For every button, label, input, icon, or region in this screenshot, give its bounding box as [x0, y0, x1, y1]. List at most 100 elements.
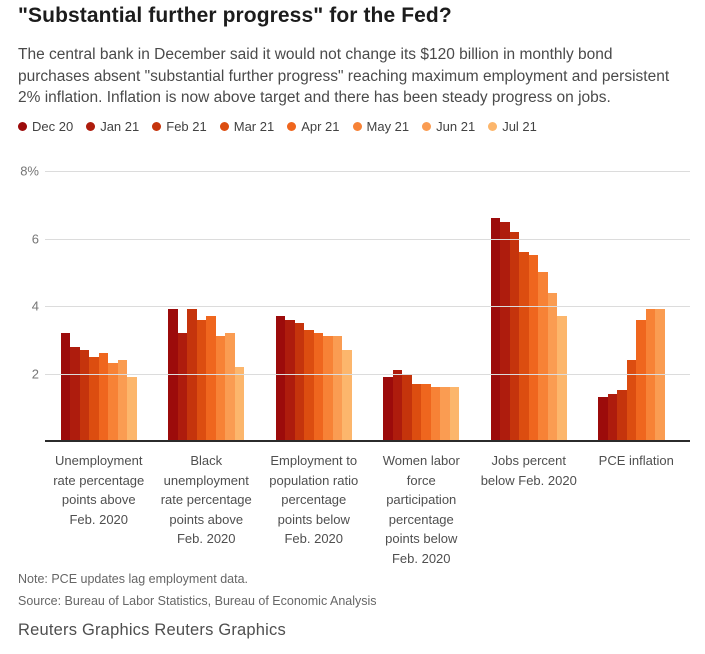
y-axis-tick-label: 6	[31, 231, 39, 246]
y-axis-tick-label: 2	[31, 366, 39, 381]
legend-item-label: Mar 21	[233, 119, 275, 134]
bar-slot	[402, 171, 412, 441]
bar	[304, 329, 314, 441]
bar-group	[368, 171, 476, 441]
legend-dot-icon	[422, 122, 432, 131]
x-axis-category-label: Black unemployment rate percentage point…	[160, 453, 252, 546]
legend-dot-icon	[352, 122, 362, 131]
bar-slot	[332, 171, 343, 441]
bar	[528, 255, 539, 441]
bar	[285, 319, 295, 441]
bar	[449, 387, 460, 441]
legend-dot-icon	[219, 122, 229, 131]
bar	[89, 356, 99, 441]
bar-slot	[519, 171, 529, 441]
bar	[490, 218, 501, 441]
legend-item: Jul 21	[488, 119, 537, 134]
bar-slot	[617, 171, 627, 441]
bar-slot	[342, 171, 352, 441]
bar	[168, 309, 178, 441]
bar-slot	[89, 171, 99, 441]
bar	[421, 383, 431, 441]
bar-slot	[509, 171, 520, 441]
bar	[598, 397, 608, 441]
x-axis-category-label: PCE inflation	[598, 453, 674, 468]
legend-item-label: Jul 21	[502, 119, 537, 134]
bar-slot	[234, 171, 245, 441]
legend-dot-icon	[18, 122, 27, 131]
y-axis-tick-label: 8%	[20, 163, 39, 179]
gridline	[45, 306, 690, 307]
bar-group	[45, 171, 153, 441]
x-axis-category-labels: Unemployment rate percentage points abov…	[45, 451, 690, 568]
legend-item: Jan 21	[86, 119, 139, 134]
page-title: "Substantial further progress" for the F…	[18, 4, 452, 27]
legend: Dec 20 Jan 21 Feb 21 Mar 21 Apr 21 May 21 Jun …	[18, 119, 537, 134]
bar-group	[153, 171, 261, 441]
bar	[655, 309, 665, 441]
bar-groups	[45, 171, 690, 441]
bar	[196, 319, 207, 441]
bar	[557, 316, 567, 441]
bar-slot	[500, 171, 510, 441]
legend-item-label: Dec 20	[32, 119, 74, 134]
bar-slot	[636, 171, 646, 441]
bar-slot	[285, 171, 295, 441]
bar	[430, 387, 441, 441]
bar-slot	[323, 171, 333, 441]
bar-slot	[440, 171, 450, 441]
bar	[440, 387, 450, 441]
bar	[500, 221, 510, 441]
reuters-attribution[interactable]: Reuters Graphics Reuters Graphics	[18, 621, 286, 639]
bar-slot	[538, 171, 548, 441]
bar-slot	[598, 171, 608, 441]
x-axis-category-label: Employment to population ratio percentag…	[269, 453, 359, 546]
bar-slot	[626, 171, 637, 441]
bar	[127, 376, 137, 441]
bar-slot	[430, 171, 441, 441]
bar-slot	[294, 171, 305, 441]
bar	[342, 349, 352, 441]
bar	[645, 309, 656, 441]
x-axis-category-label: Unemployment rate percentage points abov…	[53, 453, 145, 527]
bar-slot	[449, 171, 460, 441]
legend-item-label: May 21	[366, 119, 410, 134]
gridline	[45, 238, 690, 240]
bar-slot	[108, 171, 118, 441]
bar	[70, 346, 80, 441]
bar	[547, 292, 558, 441]
bar-slot	[383, 171, 393, 441]
bar-slot	[225, 171, 235, 441]
legend-item-label: Jan 21	[100, 119, 140, 134]
bar-slot	[168, 171, 178, 441]
bar-slot	[187, 171, 197, 441]
bar	[117, 360, 128, 441]
bar	[313, 333, 324, 441]
bar	[519, 252, 529, 441]
bar-slot	[79, 171, 90, 441]
legend-item: Feb 21	[152, 119, 207, 134]
bar-slot	[215, 171, 226, 441]
chart-description: The central bank in December said it wou…	[18, 46, 670, 107]
bar	[225, 333, 235, 441]
bar	[411, 383, 422, 441]
bar	[206, 316, 216, 441]
bar-slot	[392, 171, 403, 441]
legend-item: Mar 21	[219, 119, 275, 134]
bar-slot	[557, 171, 567, 441]
legend-item: Dec 20	[18, 119, 73, 134]
bar	[294, 322, 305, 441]
gridline	[45, 171, 690, 172]
y-axis-tick-label: 4	[31, 298, 39, 314]
bar	[215, 336, 226, 441]
legend-item: Apr 21	[287, 119, 340, 134]
legend-item-label: Apr 21	[301, 119, 340, 134]
bar-slot	[117, 171, 128, 441]
bar-slot	[607, 171, 618, 441]
bar-group	[260, 171, 368, 441]
bar-slot	[547, 171, 558, 441]
bar-slot	[655, 171, 665, 441]
gridline	[45, 373, 690, 375]
legend-item: Jun 21	[422, 119, 475, 134]
